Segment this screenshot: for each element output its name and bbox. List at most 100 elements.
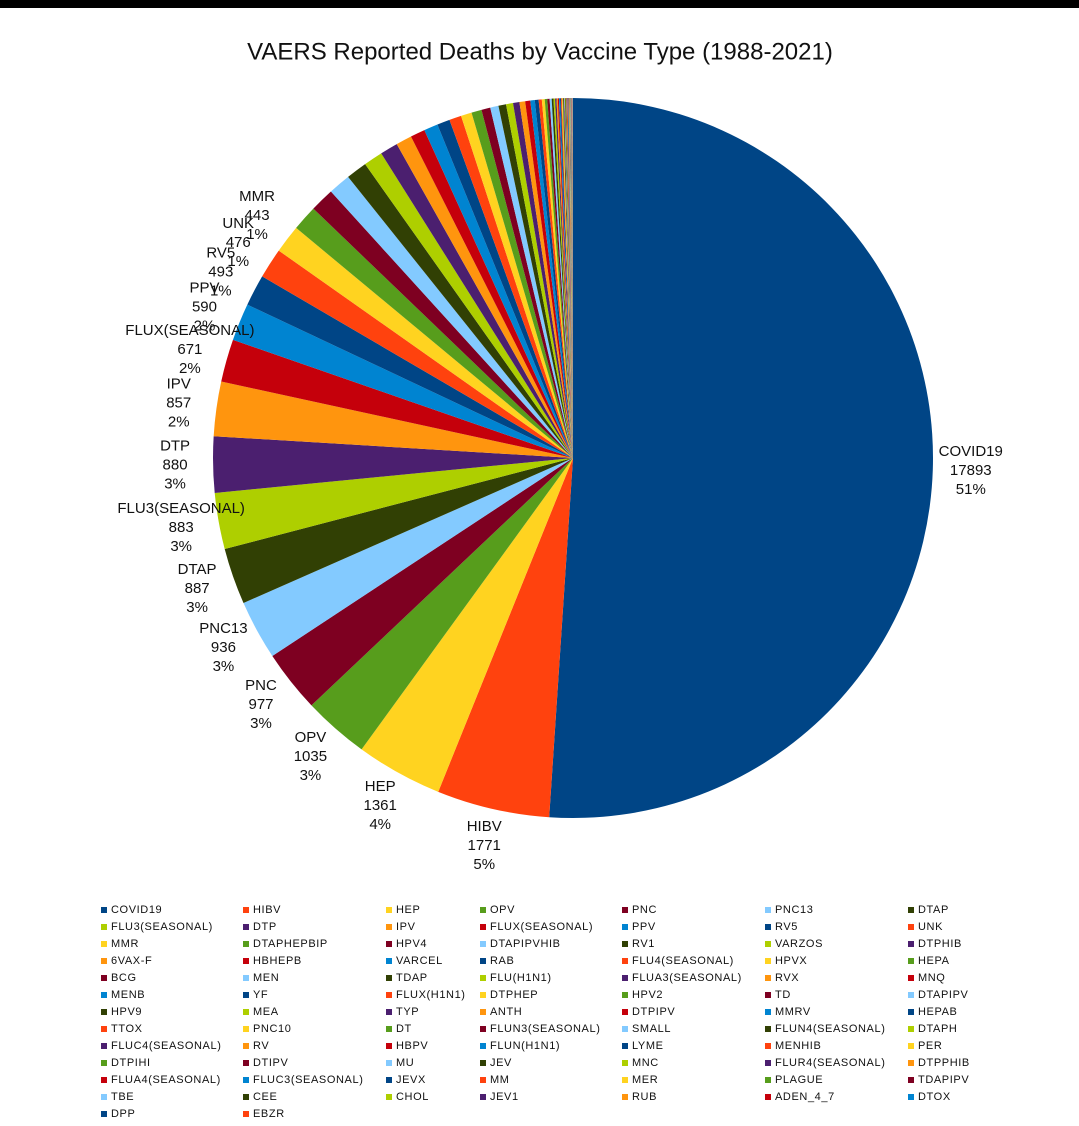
slice-label-value: 1361 [363, 797, 396, 814]
legend-label: CEE [253, 1091, 277, 1103]
pie-slice [449, 115, 573, 458]
slice-label-value: 977 [249, 696, 274, 713]
pie-slice [247, 276, 573, 458]
legend-label: RV1 [632, 938, 655, 950]
pie-slice [568, 98, 573, 458]
legend-label: MER [632, 1074, 658, 1086]
legend-label: BCG [111, 972, 137, 984]
legend-label: TDAPIPV [918, 1074, 969, 1086]
slice-label-value: 1035 [294, 748, 327, 765]
slice-label-name: DTAP [178, 561, 217, 578]
legend-swatch [386, 992, 392, 998]
pie-slice [564, 98, 573, 458]
legend-swatch [765, 1026, 771, 1032]
legend-swatch [765, 907, 771, 913]
legend-swatch [101, 1026, 107, 1032]
slice-label-percent: 3% [186, 599, 208, 616]
legend-label: YF [253, 989, 268, 1001]
pie-slice [551, 98, 573, 459]
pie-slice [570, 98, 573, 458]
slice-label-value: 443 [245, 207, 270, 224]
pie-slice [513, 102, 573, 459]
slice-label-name: PNC13 [199, 620, 247, 637]
pie-slice [541, 99, 573, 459]
pie-slice [564, 98, 573, 458]
legend-swatch [765, 1077, 771, 1083]
legend-label: MEN [253, 972, 279, 984]
legend-swatch [243, 1111, 249, 1117]
legend-label: PNC10 [253, 1023, 291, 1035]
legend-swatch [908, 941, 914, 947]
legend-swatch [101, 1060, 107, 1066]
legend-label: 6VAX-F [111, 955, 152, 967]
legend-label: FLUC4(SEASONAL) [111, 1040, 221, 1052]
legend-swatch [622, 1060, 628, 1066]
legend-swatch [101, 992, 107, 998]
pie-slice [262, 250, 573, 458]
pie-slice [213, 381, 573, 458]
pie-slice [213, 436, 573, 493]
legend-swatch [480, 1043, 486, 1049]
legend-swatch [622, 975, 628, 981]
legend-label: DTPIPV [632, 1006, 675, 1018]
legend-label: EBZR [253, 1108, 285, 1120]
slice-label-percent: 2% [179, 360, 201, 377]
pie-slice [571, 98, 573, 459]
legend-swatch [243, 1009, 249, 1015]
legend-label: DTPPHIB [918, 1057, 970, 1069]
top-bar [0, 0, 1079, 8]
legend-swatch [908, 1043, 914, 1049]
legend-swatch [386, 1094, 392, 1100]
legend-label: FLUN3(SEASONAL) [490, 1023, 600, 1035]
legend-swatch [386, 1060, 392, 1066]
legend-swatch [480, 907, 486, 913]
legend-swatch [480, 992, 486, 998]
pie-slice [224, 458, 573, 603]
pie-slice [566, 98, 573, 458]
pie-slice [311, 458, 573, 750]
legend-label: HEPAB [918, 1006, 957, 1018]
legend-label: DTAP [918, 904, 949, 916]
legend-swatch [480, 958, 486, 964]
legend-label: HPV4 [396, 938, 427, 950]
pie-slice [214, 458, 573, 549]
pie-slice [558, 98, 573, 459]
pie-slice [566, 98, 573, 458]
legend-label: PER [918, 1040, 942, 1052]
legend-label: JEV1 [490, 1091, 519, 1103]
slice-label-percent: 3% [213, 658, 235, 675]
pie-slice [572, 98, 573, 459]
legend-swatch [101, 1009, 107, 1015]
slice-label-percent: 1% [210, 283, 232, 300]
slice-label-name: MMR [239, 188, 275, 205]
chart-title: VAERS Reported Deaths by Vaccine Type (1… [247, 38, 833, 65]
legend-swatch [622, 1077, 628, 1083]
legend-label: FLUC3(SEASONAL) [253, 1074, 363, 1086]
legend-label: HPV2 [632, 989, 663, 1001]
legend-swatch [765, 1009, 771, 1015]
legend-swatch [101, 1043, 107, 1049]
legend-label: ADEN_4_7 [775, 1091, 835, 1103]
pie-slice [568, 98, 573, 459]
slice-label-percent: 51% [956, 481, 986, 498]
legend-swatch [243, 975, 249, 981]
pie-slice [424, 124, 573, 458]
pie-slice [232, 304, 573, 458]
legend-label: LYME [632, 1040, 664, 1052]
pie-slice [471, 109, 573, 458]
slice-label-name: IPV [167, 375, 191, 392]
legend-swatch [622, 1043, 628, 1049]
slice-label-percent: 3% [300, 767, 322, 784]
legend-swatch [243, 1043, 249, 1049]
legend-swatch [622, 1009, 628, 1015]
legend-label: DPP [111, 1108, 135, 1120]
legend-swatch [386, 924, 392, 930]
pie-slice [296, 208, 573, 458]
slice-label-value: 671 [177, 341, 202, 358]
legend-label: HEPA [918, 955, 950, 967]
pie-slice [565, 98, 573, 459]
legend-label: FLUX(SEASONAL) [490, 921, 593, 933]
legend-label: MENHIB [775, 1040, 821, 1052]
legend-label: VARZOS [775, 938, 823, 950]
slice-label-value: 857 [166, 394, 191, 411]
